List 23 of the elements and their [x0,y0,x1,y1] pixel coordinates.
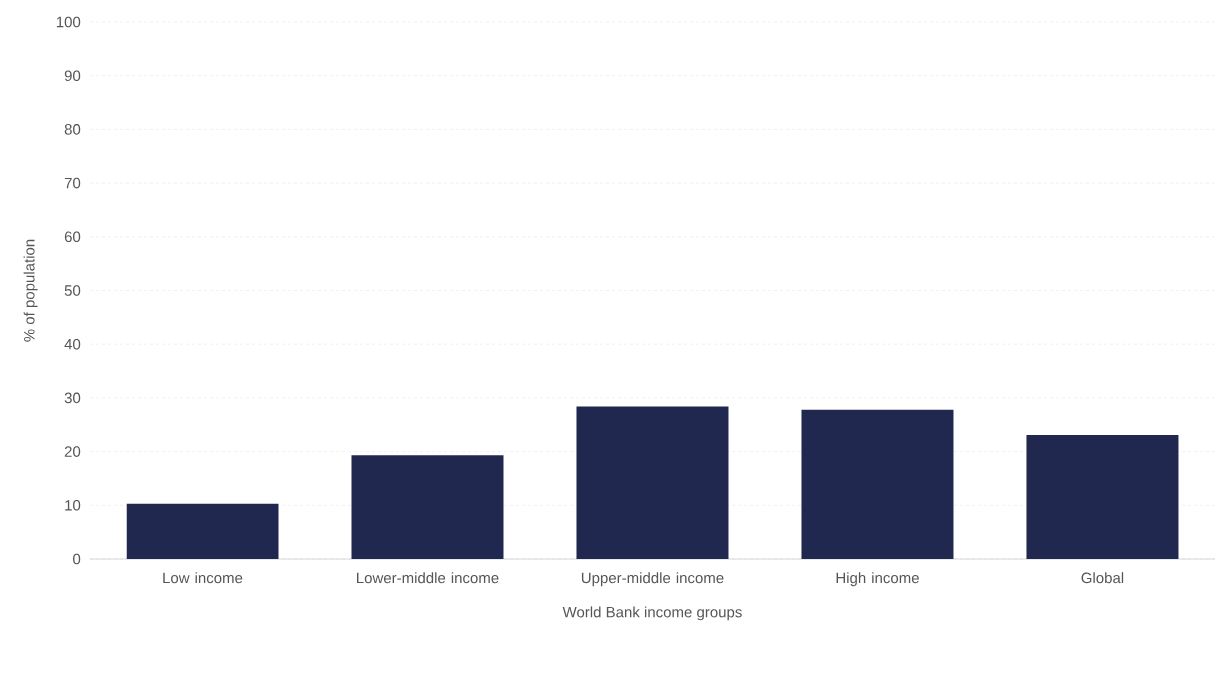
bar [1026,434,1179,559]
y-tick-label: 80 [64,124,81,135]
y-axis-title: % of population [23,239,38,342]
y-tick-label: 70 [64,177,81,189]
x-tick-label: Upper-middle income [581,572,724,587]
bar [126,503,279,559]
bar [351,455,504,559]
y-tick-label: 0 [73,553,81,565]
y-tick-label: 100 [56,16,81,28]
bar [801,409,954,559]
x-axis-title: World Bank income groups [562,606,742,621]
x-tick-label: Low income [163,572,243,584]
x-tick-label: Global [1081,572,1124,584]
y-tick-label: 90 [64,70,81,81]
y-tick-label: 50 [64,285,81,296]
x-tick-label: High income [836,572,919,587]
y-tick-label: 40 [64,338,81,350]
y-tick-label: 30 [64,392,81,404]
bar [576,406,729,559]
y-tick-label: 60 [64,231,81,243]
y-tick-label: 20 [64,446,81,457]
x-tick-label: Lower-middle income [357,572,499,584]
y-tick-label: 10 [65,499,81,511]
